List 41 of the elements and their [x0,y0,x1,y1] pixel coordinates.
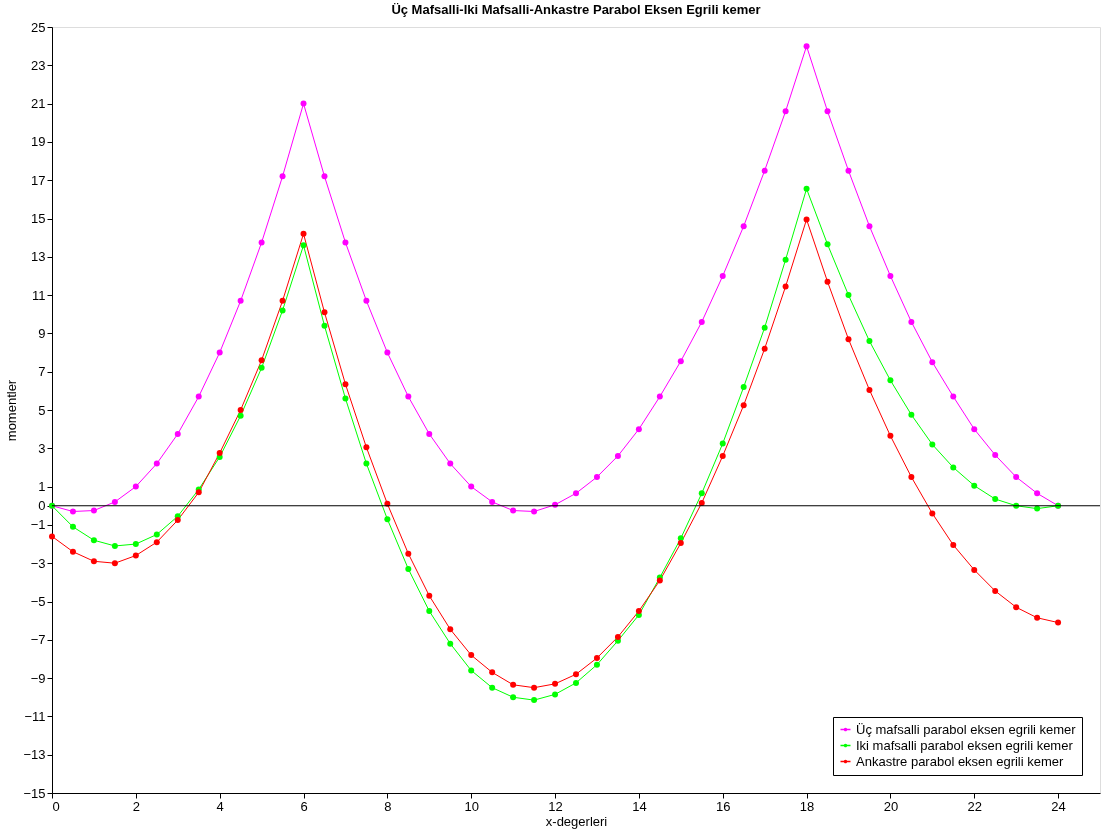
y-tick-label: −13 [23,747,46,763]
x-tick-label: 4 [216,798,224,814]
x-tick-label: 10 [464,798,479,814]
y-tick-label: −7 [30,632,46,648]
x-tick-label: 0 [52,798,60,814]
x-tick-label: 24 [1051,798,1066,814]
y-tick-label: 0 [38,498,46,514]
legend-label: Ankastre parabol eksen egrili kemer [856,753,1065,769]
y-tick-label: −5 [30,594,46,609]
y-tick-label: 15 [31,211,46,226]
x-tick-label: 2 [132,798,140,814]
chart-title: Üç Mafsalli-Iki Mafsalli-Ankastre Parabol Eksen Egrili kemer [391,2,761,17]
x-tick-label: 20 [883,798,899,814]
y-tick-label: −1 [30,517,46,533]
y-tick-label: 19 [31,134,46,150]
y-tick-label: −11 [24,708,46,724]
x-tick-label: 16 [715,798,731,814]
x-tick-label: 18 [799,798,815,814]
y-tick-label: 7 [38,364,46,380]
y-tick-label: 17 [31,172,46,188]
y-tick-label: 23 [31,57,46,73]
y-tick-label: 13 [31,249,46,265]
y-tick-label: 11 [32,287,46,303]
y-tick-label: 21 [31,96,46,112]
y-tick-label: 9 [38,325,46,341]
y-tick-label: −3 [30,555,46,571]
x-tick-label: 14 [632,798,647,814]
y-tick-label: 25 [31,19,46,35]
y-tick-label: 1 [38,479,46,495]
x-tick-label: 12 [548,798,563,814]
y-tick-label: −15 [23,785,46,801]
x-tick-label: 8 [384,798,392,814]
y-axis-title: momentler [4,379,20,442]
y-tick-label: −9 [30,670,46,686]
x-tick-label: 6 [300,798,308,814]
x-tick-label: 22 [967,798,982,814]
x-axis-title: x-degerleri [545,813,608,829]
legend-label: Iki mafsalli parabol eksen egrili kemer [856,737,1074,753]
y-tick-label: 3 [38,440,46,456]
y-tick-label: 5 [38,402,46,418]
legend-label: Üç mafsalli parabol eksen egrili kemer [856,721,1077,737]
